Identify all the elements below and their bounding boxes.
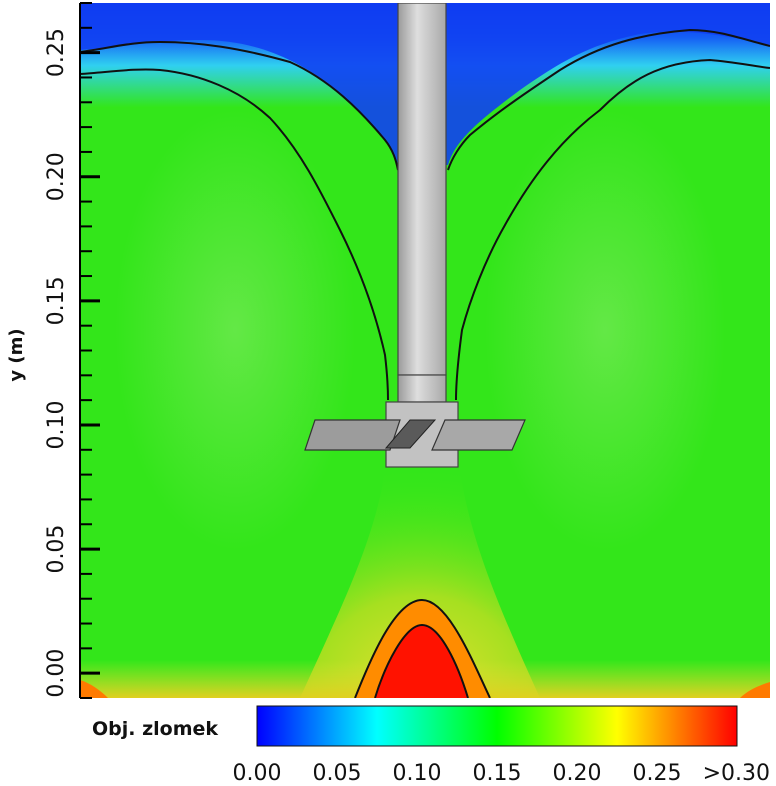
y-axis-tick-labels: 0.25 0.20 0.15 0.10 0.05 0.00 xyxy=(44,28,69,698)
impeller xyxy=(304,3,526,468)
contour-upper-right xyxy=(447,28,770,171)
contour-lower-left xyxy=(80,68,389,401)
y-tick-label: 0.10 xyxy=(44,400,69,449)
y-tick-label: 0.20 xyxy=(44,152,69,201)
colorbar-tick-label: 0.05 xyxy=(313,761,362,786)
y-axis-title: y (m) xyxy=(6,328,27,381)
colorbar-label: Obj. zlomek xyxy=(92,718,218,740)
corner-left-hot xyxy=(80,680,108,698)
y-tick-label: 0.05 xyxy=(44,525,69,574)
right-lighter-zone xyxy=(485,110,725,550)
y-tick-label: 0.25 xyxy=(44,28,69,77)
red-hot-region xyxy=(375,625,468,698)
jet-region xyxy=(300,470,540,698)
y-tick-label: 0.15 xyxy=(44,276,69,325)
shaft-collar xyxy=(397,374,447,403)
contour-lower-right xyxy=(455,58,770,401)
left-lighter-zone xyxy=(115,110,355,550)
blade-left xyxy=(304,419,401,451)
colorbar-tick-label: 0.00 xyxy=(233,761,282,786)
contour-lines xyxy=(80,28,770,698)
contour-upper-left xyxy=(80,40,399,171)
colorbar xyxy=(256,705,738,747)
contour-hot-outer xyxy=(354,598,491,698)
colorbar-tick-label: 0.20 xyxy=(553,761,602,786)
corner-right-hot xyxy=(740,682,770,698)
colorbar-tick-label: 0.10 xyxy=(393,761,442,786)
contour-hot-inner xyxy=(374,623,469,698)
y-axis-ticks xyxy=(80,2,100,699)
shaft xyxy=(397,3,447,376)
colorbar-tick-labels: 0.00 0.05 0.10 0.15 0.20 0.25 >0.30 xyxy=(233,761,770,786)
y-tick-label: 0.00 xyxy=(44,649,69,698)
colorbar-tick-label: 0.15 xyxy=(473,761,522,786)
colorbar-tick-label: >0.30 xyxy=(703,761,770,786)
blade-right xyxy=(431,419,526,451)
plot-field xyxy=(80,3,770,698)
colorbar-tick-label: 0.25 xyxy=(633,761,682,786)
blade-center xyxy=(384,419,437,449)
